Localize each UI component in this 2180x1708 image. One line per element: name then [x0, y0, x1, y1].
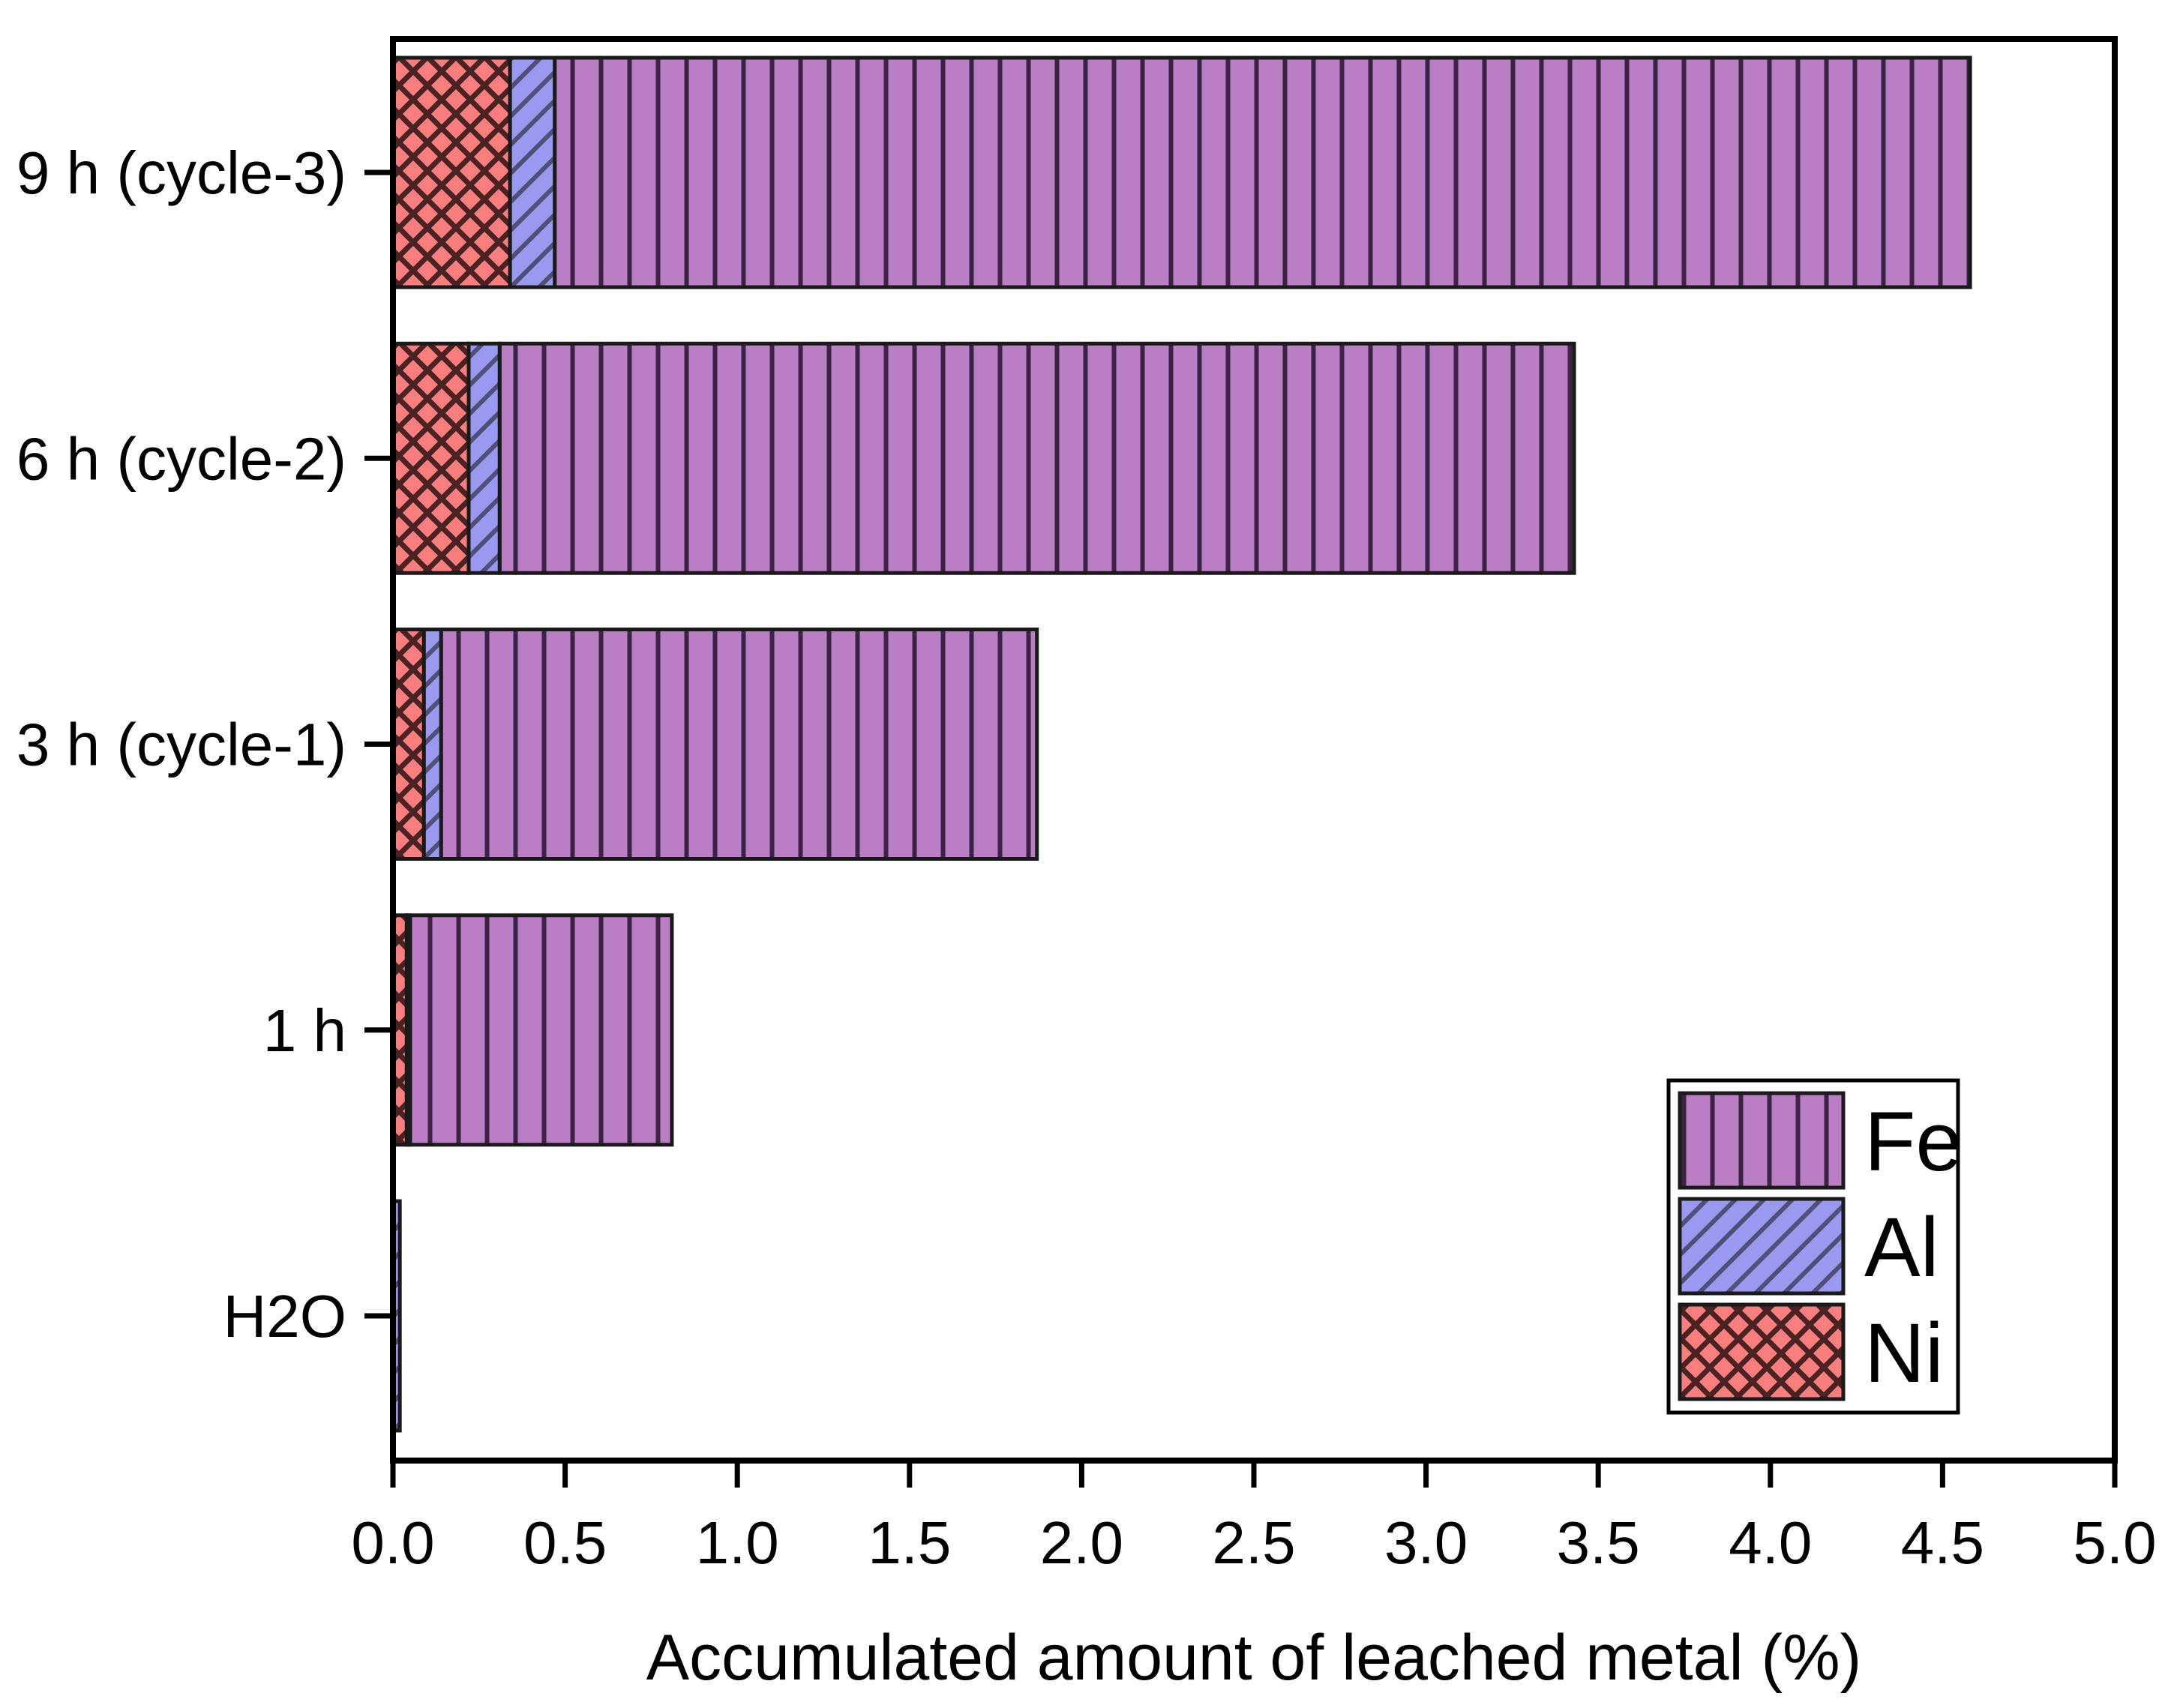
bar-segment-Al [508, 55, 557, 289]
bars-group [391, 55, 1972, 1433]
x-tick-label: 5.0 [2073, 1509, 2156, 1576]
x-tick-label: 4.0 [1729, 1509, 1812, 1576]
plot-border [390, 36, 2118, 1464]
bar-segment-Ni [391, 341, 471, 575]
legend-label-Al: Al [1864, 1200, 1939, 1294]
bar-segment-Fe [553, 55, 1972, 289]
x-tick-label: 0.0 [351, 1509, 434, 1576]
bar-segment-Al [466, 341, 502, 575]
x-tick-label: 2.0 [1040, 1509, 1123, 1576]
bar-segment-Fe [439, 628, 1039, 861]
bar-segment-Al [421, 628, 443, 861]
y-category-label: 1 h [263, 997, 346, 1064]
legend-swatch-Ni [1678, 1302, 1846, 1401]
legend-swatch-Fe [1678, 1091, 1846, 1190]
legend-label-Fe: Fe [1864, 1095, 1963, 1188]
x-tick-label: 4.5 [1901, 1509, 1984, 1576]
y-category-label: 9 h (cycle-3) [16, 139, 346, 206]
bar-segment-Fe [497, 341, 1576, 575]
x-axis-title: Accumulated amount of leached metal (%) [646, 1622, 1861, 1694]
y-category-label: 3 h (cycle-1) [16, 712, 346, 778]
legend-label-Ni: Ni [1864, 1306, 1944, 1400]
x-tick-label: 2.5 [1212, 1509, 1295, 1576]
y-category-label: H2O [223, 1283, 347, 1350]
bar-segment-Ni [391, 55, 512, 289]
x-tick-label: 3.0 [1384, 1509, 1468, 1576]
axes-group [364, 36, 2118, 1488]
x-tick-label: 3.5 [1557, 1509, 1640, 1576]
y-category-label: 6 h (cycle-2) [16, 425, 346, 492]
legend-swatch-Al [1678, 1197, 1846, 1296]
bar-segment-Ni [391, 628, 426, 861]
x-tick-label: 1.5 [868, 1509, 951, 1576]
legend: Fe Al Ni [1666, 1078, 1963, 1415]
x-tick-label: 1.0 [696, 1509, 779, 1576]
labels-group: 0.0 0.5 1.0 1.5 2.0 2.5 3.0 3.5 4.0 4.5 5.0 9 h (cy… [16, 139, 2157, 1694]
bar-segment-Fe [408, 913, 674, 1147]
x-tick-label: 0.5 [523, 1509, 607, 1576]
